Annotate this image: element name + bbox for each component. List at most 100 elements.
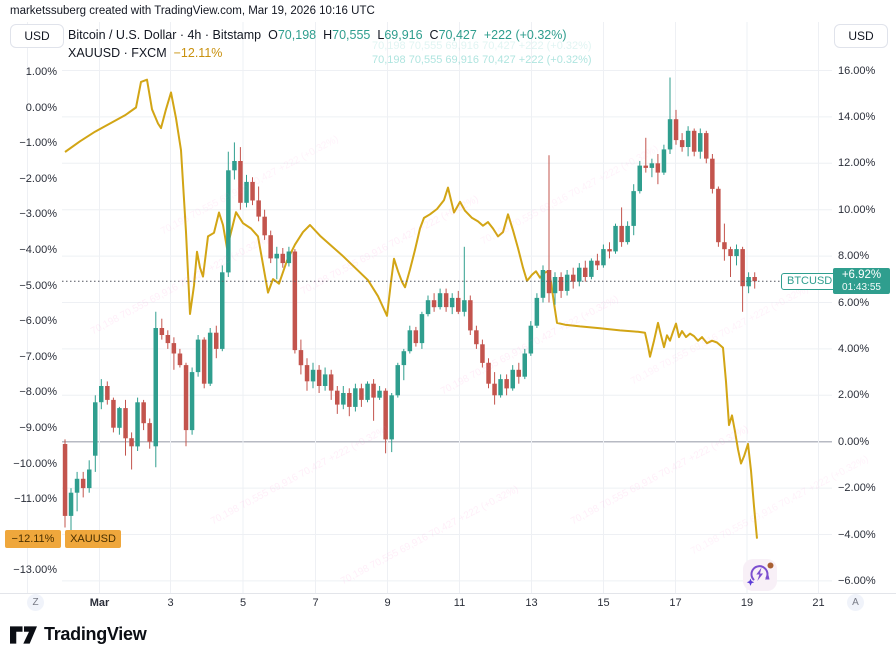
candle-body xyxy=(262,216,267,236)
right-axis-tick: 12.00% xyxy=(838,157,876,170)
left-axis-tick: 1.00% xyxy=(25,65,57,78)
candle-body xyxy=(558,277,564,291)
time-axis-tick: 7 xyxy=(312,597,319,609)
tradingview-logo[interactable]: TradingView xyxy=(10,624,147,645)
candle-body xyxy=(135,402,140,447)
candle-body xyxy=(93,402,98,456)
candle-body xyxy=(341,393,346,405)
candle-body xyxy=(643,165,648,168)
notification-dot xyxy=(767,562,774,569)
candle-body xyxy=(413,330,419,344)
candle-body xyxy=(607,249,612,252)
right-axis-tick: 8.00% xyxy=(838,250,870,263)
symbol-title[interactable]: Bitcoin / U.S. Dollar · 4h · Bitstamp xyxy=(68,28,262,42)
candle-body xyxy=(335,390,340,405)
candle-body xyxy=(619,225,624,243)
left-axis-tick: −8.00% xyxy=(19,386,57,399)
compare-symbol-title[interactable]: XAUUSD · FXCM xyxy=(68,46,167,60)
xauusd-line xyxy=(64,78,758,539)
candle-body xyxy=(226,170,231,273)
ohlc-value: 70,198 xyxy=(277,28,317,42)
candle-body xyxy=(746,277,751,287)
candle-body xyxy=(407,330,413,352)
candle-body xyxy=(165,335,171,344)
left-axis-tick: −2.00% xyxy=(19,172,57,185)
candle-body xyxy=(571,274,576,282)
left-axis-tick: −7.00% xyxy=(19,350,57,363)
candle-body xyxy=(171,343,177,354)
candle-body xyxy=(673,119,679,141)
time-axis-tick: 15 xyxy=(597,597,610,609)
right-axis-tick: −6.00% xyxy=(838,574,876,587)
time-axis-tick: 3 xyxy=(167,597,174,609)
candle-body xyxy=(117,408,122,428)
right-axis-tick: 10.00% xyxy=(838,203,876,216)
left-axis-tick: −3.00% xyxy=(19,208,57,221)
candle-body xyxy=(613,225,618,252)
candle-body xyxy=(268,235,273,259)
candle-body xyxy=(201,339,207,384)
candle-body xyxy=(498,379,503,396)
time-axis-tick: 9 xyxy=(384,597,391,609)
candle-body xyxy=(395,365,400,396)
candle-body xyxy=(752,277,757,282)
right-axis-tick: 14.00% xyxy=(838,110,876,123)
candle-body xyxy=(431,300,437,308)
candle-body xyxy=(87,469,92,489)
candle-body xyxy=(220,272,225,349)
candle-body xyxy=(685,130,691,147)
btc-price-badge: +6.92% 01:43:55 xyxy=(833,268,890,295)
change-value: +222 (+0.32%) xyxy=(483,28,567,42)
candle-body xyxy=(123,408,128,439)
candle-body xyxy=(510,369,515,389)
right-scale-currency-button[interactable]: USD xyxy=(834,24,888,48)
time-axis-tick: Mar xyxy=(89,597,110,609)
right-axis-tick: 0.00% xyxy=(838,435,870,448)
timezone-button[interactable]: Z xyxy=(27,594,44,611)
ai-refresh-icon[interactable] xyxy=(742,558,778,592)
candle-body xyxy=(238,161,243,203)
candle-body xyxy=(534,297,540,326)
candle-body xyxy=(141,402,146,424)
candle-body xyxy=(304,365,310,382)
left-axis-tick: −1.00% xyxy=(19,137,57,150)
time-axis-tick: 11 xyxy=(453,597,466,609)
left-scale-currency-button[interactable]: USD xyxy=(10,24,64,48)
time-axis-tick: 21 xyxy=(812,597,825,609)
candle-body xyxy=(728,249,733,257)
ohlc-key: O xyxy=(268,28,278,42)
candle-body xyxy=(401,351,407,366)
candle-body xyxy=(274,253,279,259)
candle-body xyxy=(371,383,376,398)
autoscale-button[interactable]: A xyxy=(847,594,864,611)
time-axis-tick: 19 xyxy=(740,597,754,609)
left-axis-tick: −6.00% xyxy=(19,315,57,328)
candle-body xyxy=(716,188,721,243)
left-axis-tick: −4.00% xyxy=(19,243,57,256)
attribution-text: marketssuberg created with TradingView.c… xyxy=(10,5,375,17)
candle-body xyxy=(698,133,703,152)
ohlc-values: O70,198 H70,555 L69,916 C70,427 xyxy=(261,28,477,42)
candle-body xyxy=(637,165,642,192)
candle-body xyxy=(655,163,661,173)
compare-change-value: −12.11% xyxy=(173,46,223,60)
candle-body xyxy=(286,251,292,264)
candle-body xyxy=(62,444,68,516)
ohlc-value: 70,555 xyxy=(332,28,371,42)
candle-body xyxy=(232,161,237,171)
left-axis-tick: −5.00% xyxy=(19,279,57,292)
candle-body xyxy=(704,133,709,159)
candle-body xyxy=(589,260,594,277)
xau-price-badge: −12.11% xyxy=(5,529,61,548)
candle-body xyxy=(740,249,745,287)
xau-symbol-badge: XAUUSD xyxy=(65,529,121,548)
candle-body xyxy=(710,158,715,189)
candle-body xyxy=(649,163,655,168)
right-axis-tick: −2.00% xyxy=(838,482,876,495)
left-axis-tick: −10.00% xyxy=(13,457,57,470)
candle-body xyxy=(80,478,86,489)
candle-body xyxy=(522,353,527,377)
candle-body xyxy=(480,344,485,363)
candle-body xyxy=(250,181,255,201)
